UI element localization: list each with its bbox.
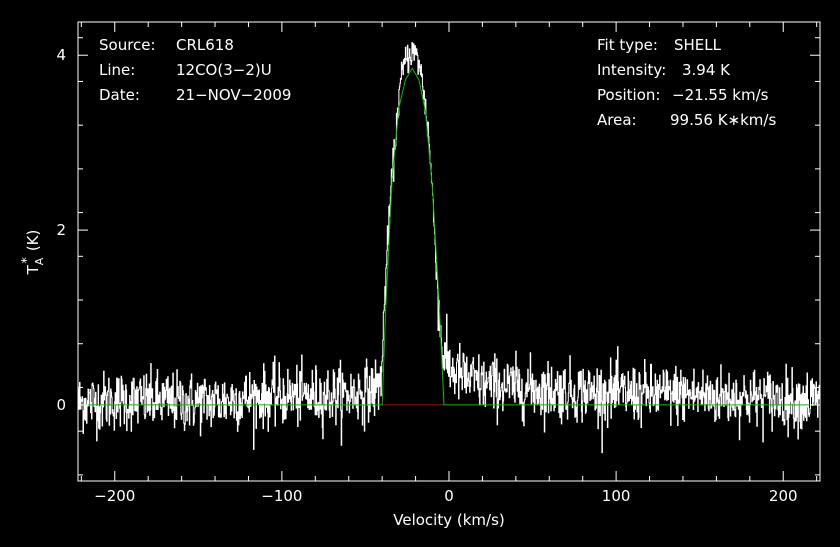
- x-tick-label: −200: [94, 487, 135, 505]
- x-tick-label: 200: [769, 487, 798, 505]
- y-tick-label: 2: [56, 221, 66, 239]
- x-axis-label: Velocity (km/s): [393, 511, 504, 529]
- date-value: 21−NOV−2009: [176, 86, 291, 104]
- y-axis-label-symbol: T: [24, 264, 42, 275]
- area-key: Area:: [597, 111, 637, 129]
- intensity-key: Intensity:: [597, 61, 666, 79]
- area-value: 99.56 K∗km/s: [670, 111, 776, 129]
- source-key: Source:: [99, 36, 156, 54]
- line-key: Line:: [99, 61, 135, 79]
- fit-type-key: Fit type:: [597, 36, 658, 54]
- position-key: Position:: [597, 86, 660, 104]
- date-key: Date:: [99, 86, 140, 104]
- spectrum-layer: [78, 42, 820, 454]
- info-panel-left: Source: CRL618 Line: 12CO(3−2)U Date: 21…: [99, 36, 291, 104]
- fit-layer: [78, 67, 820, 406]
- spectrum-line: [78, 42, 820, 454]
- y-axis-label-unit: (K): [24, 230, 42, 252]
- intensity-value: 3.94 K: [682, 61, 731, 79]
- fit-type-value: SHELL: [674, 36, 722, 54]
- source-value: CRL618: [176, 36, 234, 54]
- y-tick-label: 4: [56, 46, 66, 64]
- line-value: 12CO(3−2)U: [176, 61, 272, 79]
- x-tick-label: 100: [602, 487, 631, 505]
- y-axis-label-superscript: *: [20, 257, 35, 264]
- info-panel-right: Fit type: SHELL Intensity: 3.94 K Positi…: [597, 36, 776, 129]
- x-tick-label: −100: [261, 487, 302, 505]
- tick-layer: −200 −100 0 100 200 0 2 4: [56, 22, 820, 505]
- svg-text:TA*(K): TA* (K): [20, 230, 46, 276]
- y-axis-label: TA* (K): [20, 230, 46, 276]
- y-tick-label: 0: [56, 396, 66, 414]
- y-axis-label-subscript: A: [33, 257, 46, 265]
- position-value: −21.55 km/s: [672, 86, 769, 104]
- fit-model-line: [78, 67, 820, 406]
- x-tick-label: 0: [444, 487, 454, 505]
